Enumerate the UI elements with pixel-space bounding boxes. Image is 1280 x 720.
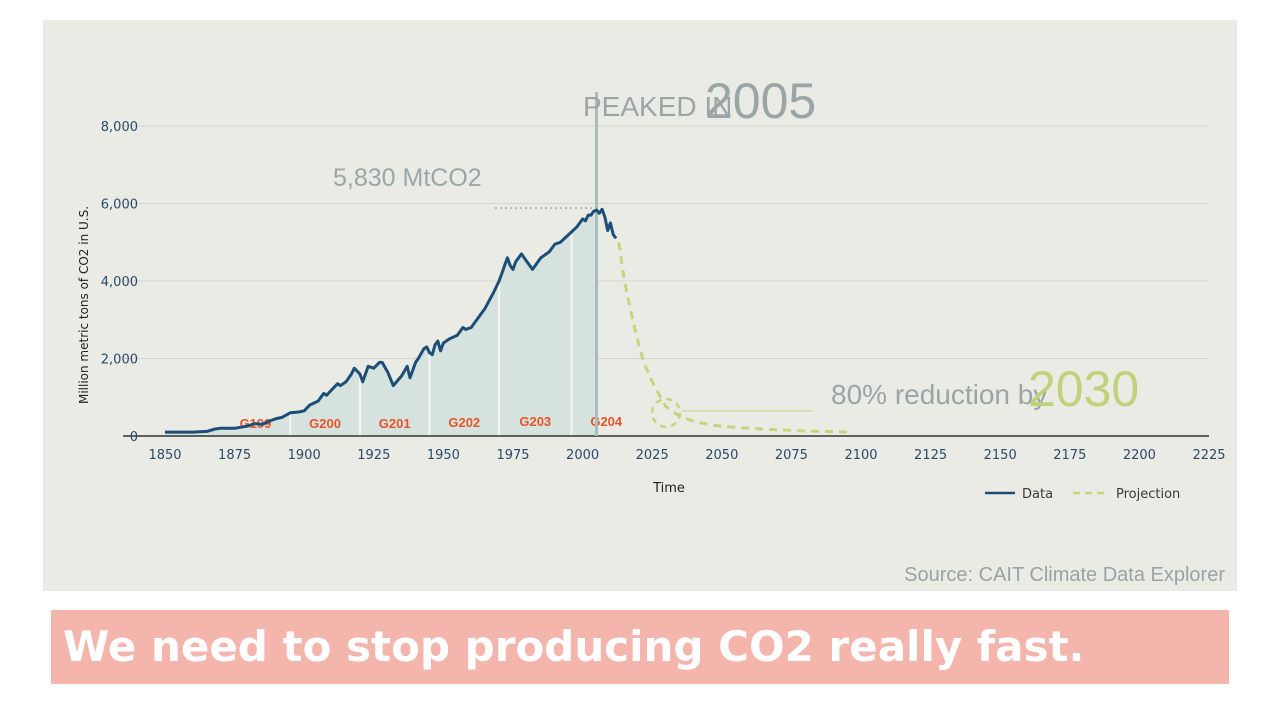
x-tick-label: 2000	[566, 448, 599, 463]
peak-prefix-label: PEAKED IN	[583, 91, 732, 122]
x-tick-label: 2200	[1123, 448, 1156, 463]
grid-lines	[123, 125, 1209, 359]
x-tick-label: 2225	[1192, 448, 1225, 463]
x-axis-title: Time	[652, 481, 685, 496]
reduction-year-label: 2030	[1028, 361, 1139, 417]
x-tick-label: 2175	[1053, 448, 1086, 463]
data-area-fill	[165, 210, 597, 436]
legend-data-label: Data	[1022, 487, 1053, 502]
generation-label: G201	[379, 416, 411, 431]
x-tick-label: 1975	[496, 448, 529, 463]
y-tick-label: 8,000	[101, 120, 138, 135]
reduction-highlight-circle	[650, 397, 682, 429]
y-tick-label: 2,000	[101, 353, 138, 368]
chart-panel: 1850 1875 1900 1925 1950 1975 2000 2025 2050 2075…	[43, 20, 1237, 591]
y-tick-label: 6,000	[101, 198, 138, 213]
generation-label: G204	[590, 414, 623, 429]
generation-label: G200	[309, 416, 341, 431]
x-tick-label: 1875	[218, 448, 251, 463]
legend-projection-label: Projection	[1116, 487, 1180, 502]
y-tick-label: 4,000	[101, 275, 138, 290]
legend: Data Projection	[985, 487, 1180, 502]
generation-label: G203	[519, 414, 551, 429]
x-tick-label: 1900	[288, 448, 321, 463]
x-tick-label: 2075	[775, 448, 808, 463]
x-tick-label: 2150	[984, 448, 1017, 463]
source-label: Source: CAIT Climate Data Explorer	[904, 564, 1225, 586]
x-tick-label: 2125	[914, 448, 947, 463]
y-tick-labels: 0 2,000 4,000 6,000 8,000	[101, 120, 138, 445]
banner-text: We need to stop producing CO2 really fas…	[63, 622, 1085, 671]
x-tick-label: 1925	[357, 448, 390, 463]
x-tick-label: 1850	[148, 448, 181, 463]
x-tick-label: 1950	[427, 448, 460, 463]
reduction-prefix-label: 80% reduction by	[831, 379, 1047, 410]
x-tick-label: 2100	[844, 448, 877, 463]
co2-chart: 1850 1875 1900 1925 1950 1975 2000 2025 2050 2075…	[77, 73, 1226, 586]
projection-series-line	[617, 242, 848, 434]
y-axis-title: Million metric tons of CO2 in U.S.	[77, 206, 91, 404]
data-series-line	[165, 207, 618, 434]
x-tick-label: 2050	[705, 448, 738, 463]
generation-dividers	[289, 234, 573, 436]
peak-year-label: 2005	[705, 73, 816, 129]
message-banner: We need to stop producing CO2 really fas…	[51, 610, 1229, 684]
y-tick-label: 0	[130, 430, 138, 445]
x-tick-labels: 1850 1875 1900 1925 1950 1975 2000 2025 2050 2075…	[148, 448, 1225, 463]
peak-value-label: 5,830 MtCO2	[333, 164, 482, 192]
generation-label: G202	[448, 415, 480, 430]
x-tick-label: 2025	[636, 448, 669, 463]
